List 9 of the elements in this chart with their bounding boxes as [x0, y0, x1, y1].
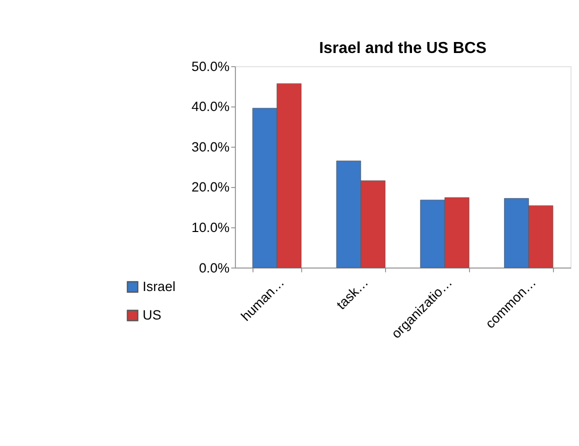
y-tick-label: 50.0%	[191, 58, 230, 74]
y-tick-label: 40.0%	[191, 99, 230, 114]
y-tick-label: 20.0%	[191, 180, 230, 195]
legend-label: US	[142, 308, 162, 323]
chart-title: Israel and the US BCS	[319, 40, 486, 57]
y-tick-label: 10.0%	[191, 220, 230, 235]
y-tick-label: 0.0%	[198, 260, 230, 276]
legend-label: Israel	[142, 279, 176, 294]
y-tick-label: 30.0%	[191, 139, 230, 154]
